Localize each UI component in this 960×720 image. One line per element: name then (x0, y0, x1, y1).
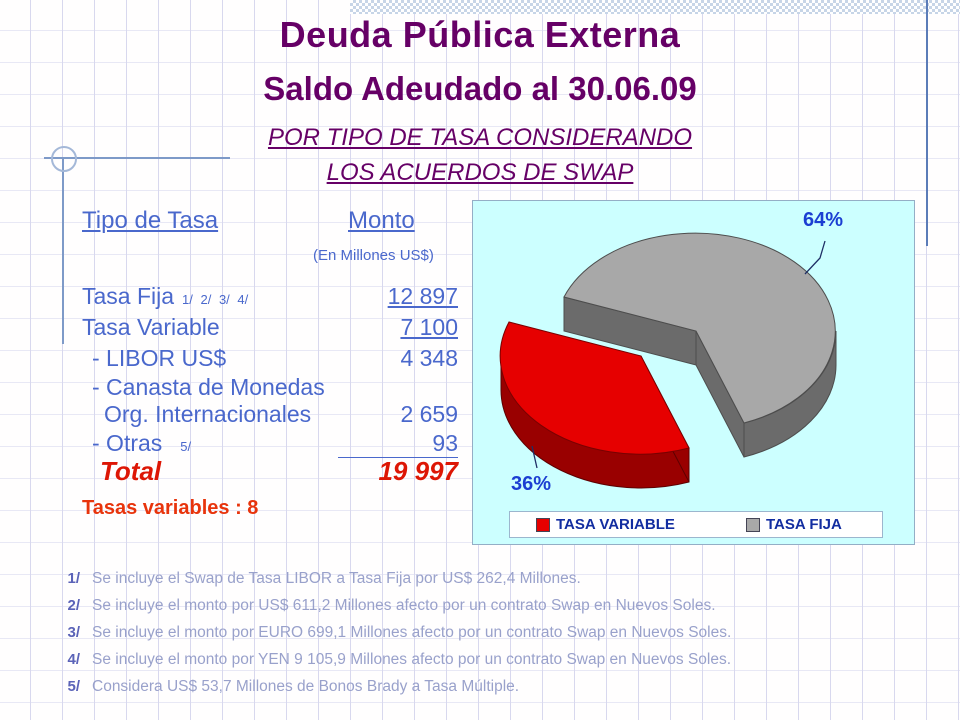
row-label-tasa-variable: Tasa Variable (82, 314, 220, 340)
pie-chart-panel: 64% 36% TASA VARIABLE TASA FIJA (472, 200, 915, 545)
right-vertical-rule (926, 0, 928, 246)
row-value-org-internacionales: 2 659 (400, 401, 458, 427)
legend-item-tasa-variable: TASA VARIABLE (536, 516, 675, 533)
footnote-text: Considera US$ 53,7 Millones de Bonos Bra… (92, 678, 520, 695)
variable-rates-note: Tasas variables : 8 (82, 497, 259, 519)
footnote-num: 5/ (67, 678, 80, 695)
pie-label-fija-percent: 64% (803, 209, 844, 231)
amount-unit: (En Millones US$) (313, 247, 434, 264)
footnote-markers: 1/ 2/ 3/ 4/ (182, 292, 249, 307)
footnote-text: Se incluye el monto por US$ 611,2 Millon… (92, 597, 716, 614)
row-value-libor: 4 348 (400, 345, 458, 371)
footnote-text: Se incluye el monto por YEN 9 105,9 Mill… (92, 651, 732, 668)
compass-circle-decoration (51, 146, 77, 172)
row-label-libor: - LIBOR US$ (92, 345, 227, 371)
pie-variable-top (499, 321, 690, 455)
top-hatch-band (350, 0, 960, 14)
pie-label-variable-percent: 36% (511, 473, 552, 495)
total-value: 19 997 (378, 456, 458, 486)
footnote-marker-5: 5/ (180, 439, 192, 454)
footnote-text: Se incluye el Swap de Tasa LIBOR a Tasa … (92, 570, 581, 587)
pie-fija-top (563, 232, 836, 424)
total-label: Total (100, 456, 162, 486)
slide-subtitle: Saldo Adeudado al 30.06.09 (263, 70, 697, 107)
pie-chart (499, 232, 837, 489)
legend-label-variable: TASA VARIABLE (556, 516, 675, 533)
footnote-num: 2/ (67, 597, 80, 614)
row-label-tasa-fija: Tasa Fija 1/ 2/ 3/ 4/ (82, 283, 249, 309)
footnote-num: 1/ (67, 570, 80, 587)
row-value-tasa-variable: 7 100 (400, 314, 458, 340)
heading-line2: LOS ACUERDOS DE SWAP (326, 159, 634, 186)
slide-title: Deuda Pública Externa (279, 14, 681, 55)
legend-swatch-variable (536, 517, 550, 532)
legend-swatch-fija (746, 517, 760, 532)
row-value-tasa-fija: 12 897 (387, 283, 458, 309)
left-vertical-rule (62, 158, 64, 344)
legend-item-tasa-fija: TASA FIJA (746, 516, 842, 533)
footnote-num: 3/ (67, 624, 80, 641)
column-header-amount: Monto (348, 207, 415, 234)
row-label-org-internacionales: Org. Internacionales (104, 401, 312, 427)
heading-line1: POR TIPO DE TASA CONSIDERANDO (267, 124, 693, 151)
row-label-otras: - Otras 5/ (92, 430, 192, 456)
chart-legend: TASA VARIABLE TASA FIJA (509, 511, 883, 538)
left-horizontal-rule (44, 157, 230, 159)
row-value-otras: 93 (338, 430, 458, 458)
footnote-text: Se incluye el monto por EURO 699,1 Millo… (92, 624, 732, 641)
footnote-num: 4/ (67, 651, 80, 668)
column-header-type: Tipo de Tasa (82, 207, 219, 234)
legend-label-fija: TASA FIJA (766, 516, 842, 533)
row-label-canasta: - Canasta de Monedas (92, 374, 325, 400)
leader-line-variable (531, 445, 538, 469)
leader-line-fija (804, 240, 826, 275)
